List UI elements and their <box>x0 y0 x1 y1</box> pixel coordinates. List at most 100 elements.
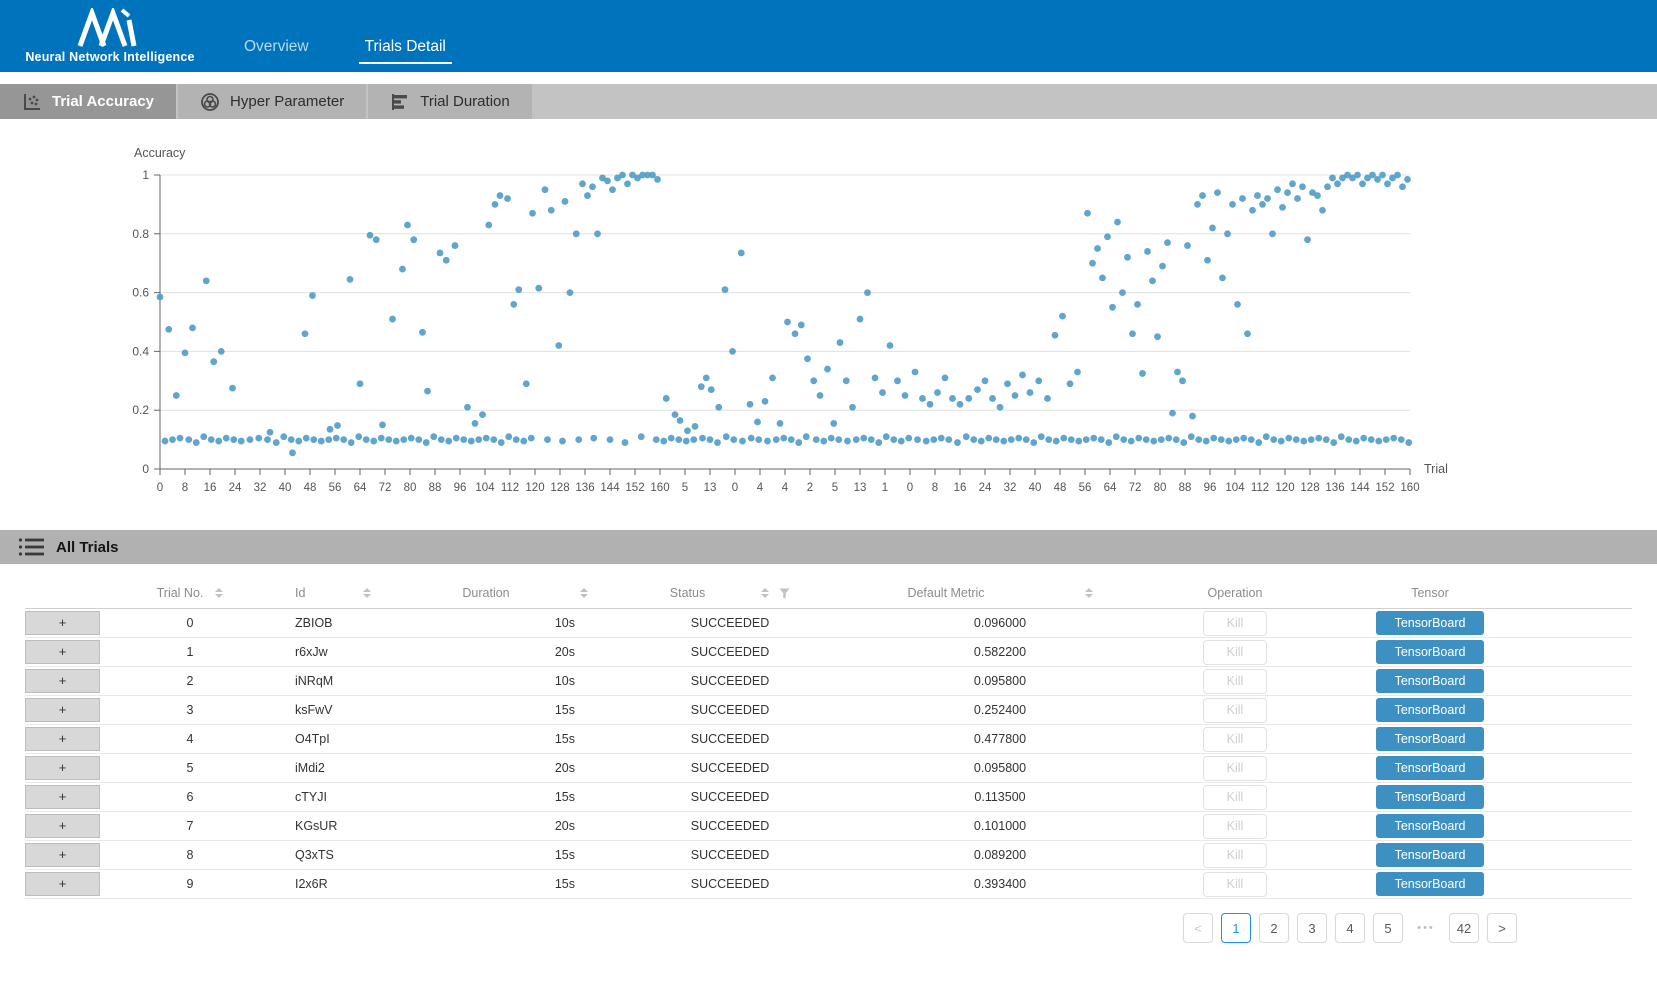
scatter-point[interactable] <box>926 400 934 408</box>
scatter-point[interactable] <box>1255 439 1263 446</box>
scatter-point[interactable] <box>1369 171 1376 179</box>
scatter-point[interactable] <box>755 436 763 443</box>
scatter-point[interactable] <box>1139 370 1146 377</box>
scatter-point[interactable] <box>1264 195 1271 202</box>
scatter-point[interactable] <box>181 349 189 357</box>
scatter-point[interactable] <box>1120 436 1128 443</box>
sort-icon[interactable] <box>579 588 588 598</box>
scatter-point[interactable] <box>172 392 180 399</box>
scatter-point[interactable] <box>780 434 788 442</box>
scatter-point[interactable] <box>1304 236 1311 244</box>
scatter-point[interactable] <box>962 433 970 441</box>
scatter-point[interactable] <box>1374 176 1381 183</box>
scatter-point[interactable] <box>1022 436 1030 443</box>
scatter-point[interactable] <box>1319 206 1326 214</box>
kill-button[interactable]: Kill <box>1203 842 1267 868</box>
scatter-point[interactable] <box>485 221 493 229</box>
scatter-point[interactable] <box>824 365 831 373</box>
scatter-point[interactable] <box>161 437 169 445</box>
scatter-point[interactable] <box>1184 242 1191 249</box>
scatter-point[interactable] <box>1344 171 1351 179</box>
scatter-point[interactable] <box>1394 171 1401 179</box>
scatter-point[interactable] <box>555 342 563 349</box>
scatter-point[interactable] <box>1052 437 1060 445</box>
scatter-point[interactable] <box>185 436 193 443</box>
scatter-point[interactable] <box>930 436 938 443</box>
scatter-point[interactable] <box>637 433 645 441</box>
scatter-point[interactable] <box>541 186 549 194</box>
scatter-point[interactable] <box>1109 303 1116 311</box>
scatter-point[interactable] <box>496 192 504 199</box>
scatter-point[interactable] <box>897 437 905 445</box>
scatter-point[interactable] <box>589 183 596 191</box>
scatter-point[interactable] <box>1274 186 1281 194</box>
scatter-point[interactable] <box>974 386 981 394</box>
scatter-point[interactable] <box>820 437 828 445</box>
expand-row-button[interactable]: + <box>25 756 100 780</box>
scatter-point[interactable] <box>1322 436 1330 443</box>
expand-row-button[interactable]: + <box>25 640 100 664</box>
scatter-point[interactable] <box>949 395 956 402</box>
scatter-point[interactable] <box>1194 201 1201 208</box>
scatter-point[interactable] <box>529 209 536 217</box>
scatter-point[interactable] <box>1135 434 1143 442</box>
scatter-point[interactable] <box>702 374 710 382</box>
tab-trial-accuracy[interactable]: Trial Accuracy <box>0 84 177 119</box>
scatter-point[interactable] <box>1219 274 1226 282</box>
expand-row-button[interactable]: + <box>25 611 100 635</box>
scatter-point[interactable] <box>697 383 705 391</box>
tensorboard-button[interactable]: TensorBoard <box>1376 611 1484 635</box>
scatter-point[interactable] <box>442 256 450 264</box>
scatter-point[interactable] <box>332 434 340 442</box>
scatter-point[interactable] <box>1384 180 1391 188</box>
scatter-point[interactable] <box>937 434 945 442</box>
scatter-point[interactable] <box>436 249 444 257</box>
scatter-point[interactable] <box>941 374 949 382</box>
scatter-point[interactable] <box>1364 174 1371 182</box>
scatter-point[interactable] <box>1075 437 1083 445</box>
scatter-point[interactable] <box>497 439 505 446</box>
scatter-point[interactable] <box>445 437 453 445</box>
scatter-point[interactable] <box>547 206 555 214</box>
scatter-point[interactable] <box>1294 195 1301 202</box>
scatter-point[interactable] <box>682 437 690 445</box>
scatter-point[interactable] <box>237 437 245 445</box>
scatter-point[interactable] <box>189 324 196 332</box>
scatter-point[interactable] <box>400 436 408 443</box>
scatter-point[interactable] <box>1169 409 1176 417</box>
scatter-point[interactable] <box>684 427 691 435</box>
scatter-point[interactable] <box>1159 262 1166 270</box>
scatter-point[interactable] <box>1234 300 1241 308</box>
scatter-point[interactable] <box>1195 436 1203 443</box>
header-trial-no[interactable]: Trial No. <box>100 586 280 600</box>
scatter-point[interactable] <box>996 403 1004 411</box>
scatter-point[interactable] <box>970 436 978 443</box>
scatter-point[interactable] <box>1149 277 1156 285</box>
scatter-point[interactable] <box>424 387 431 395</box>
scatter-point[interactable] <box>1105 439 1113 446</box>
scatter-point[interactable] <box>522 380 530 388</box>
scatter-point[interactable] <box>1030 439 1038 446</box>
scatter-point[interactable] <box>392 437 400 445</box>
scatter-point[interactable] <box>1142 436 1150 443</box>
scatter-point[interactable] <box>346 275 354 283</box>
scatter-point[interactable] <box>776 420 784 427</box>
scatter-point[interactable] <box>901 392 909 399</box>
expand-row-button[interactable]: + <box>25 727 100 751</box>
scatter-point[interactable] <box>1179 377 1186 385</box>
scatter-point[interactable] <box>1382 436 1390 443</box>
scatter-point[interactable] <box>437 436 445 443</box>
tensorboard-button[interactable]: TensorBoard <box>1376 756 1484 780</box>
scatter-point[interactable] <box>787 436 795 443</box>
scatter-point[interactable] <box>326 425 334 433</box>
scatter-point[interactable] <box>660 437 668 445</box>
scatter-point[interactable] <box>1299 183 1306 191</box>
scatter-point[interactable] <box>1359 180 1366 188</box>
kill-button[interactable]: Kill <box>1203 784 1267 810</box>
scatter-point[interactable] <box>1074 368 1081 376</box>
kill-button[interactable]: Kill <box>1203 813 1267 839</box>
scatter-point[interactable] <box>989 395 996 402</box>
scatter-point[interactable] <box>215 437 223 445</box>
scatter-point[interactable] <box>1285 434 1293 442</box>
pagination-next-button[interactable]: > <box>1487 913 1517 943</box>
